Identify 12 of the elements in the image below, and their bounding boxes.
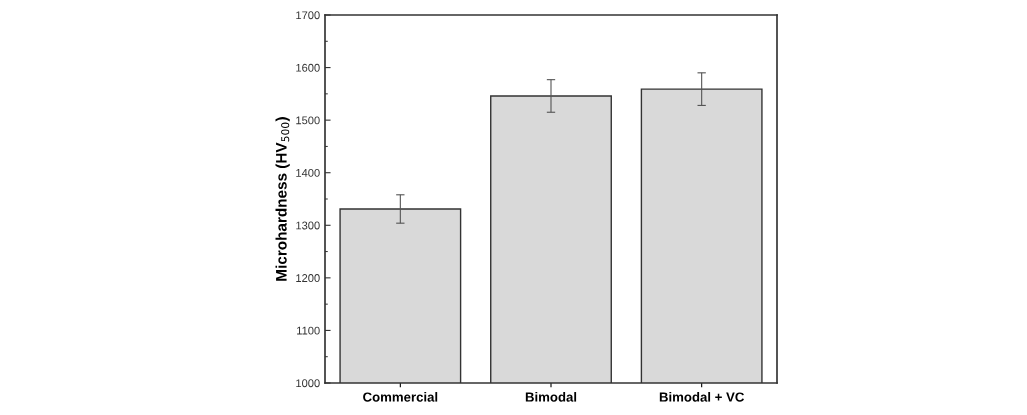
- y-tick-label: 1500: [296, 116, 320, 125]
- y-tick-label: 1100: [297, 326, 320, 335]
- x-tick-label: Bimodal + VC: [659, 392, 745, 402]
- x-tick-label: Commercial: [363, 392, 438, 402]
- y-tick-label: 1600: [296, 63, 320, 72]
- y-tick-label: 1400: [296, 168, 320, 177]
- y-tick-label: 1700: [296, 11, 320, 20]
- x-tick-label: Bimodal: [525, 392, 577, 402]
- y-tick-label: 1300: [296, 221, 320, 230]
- y-tick-label: 1200: [296, 274, 320, 282]
- y-axis-title: Microhardness (HV$_{500}$): [275, 117, 290, 281]
- y-tick-label: 1000: [296, 379, 320, 388]
